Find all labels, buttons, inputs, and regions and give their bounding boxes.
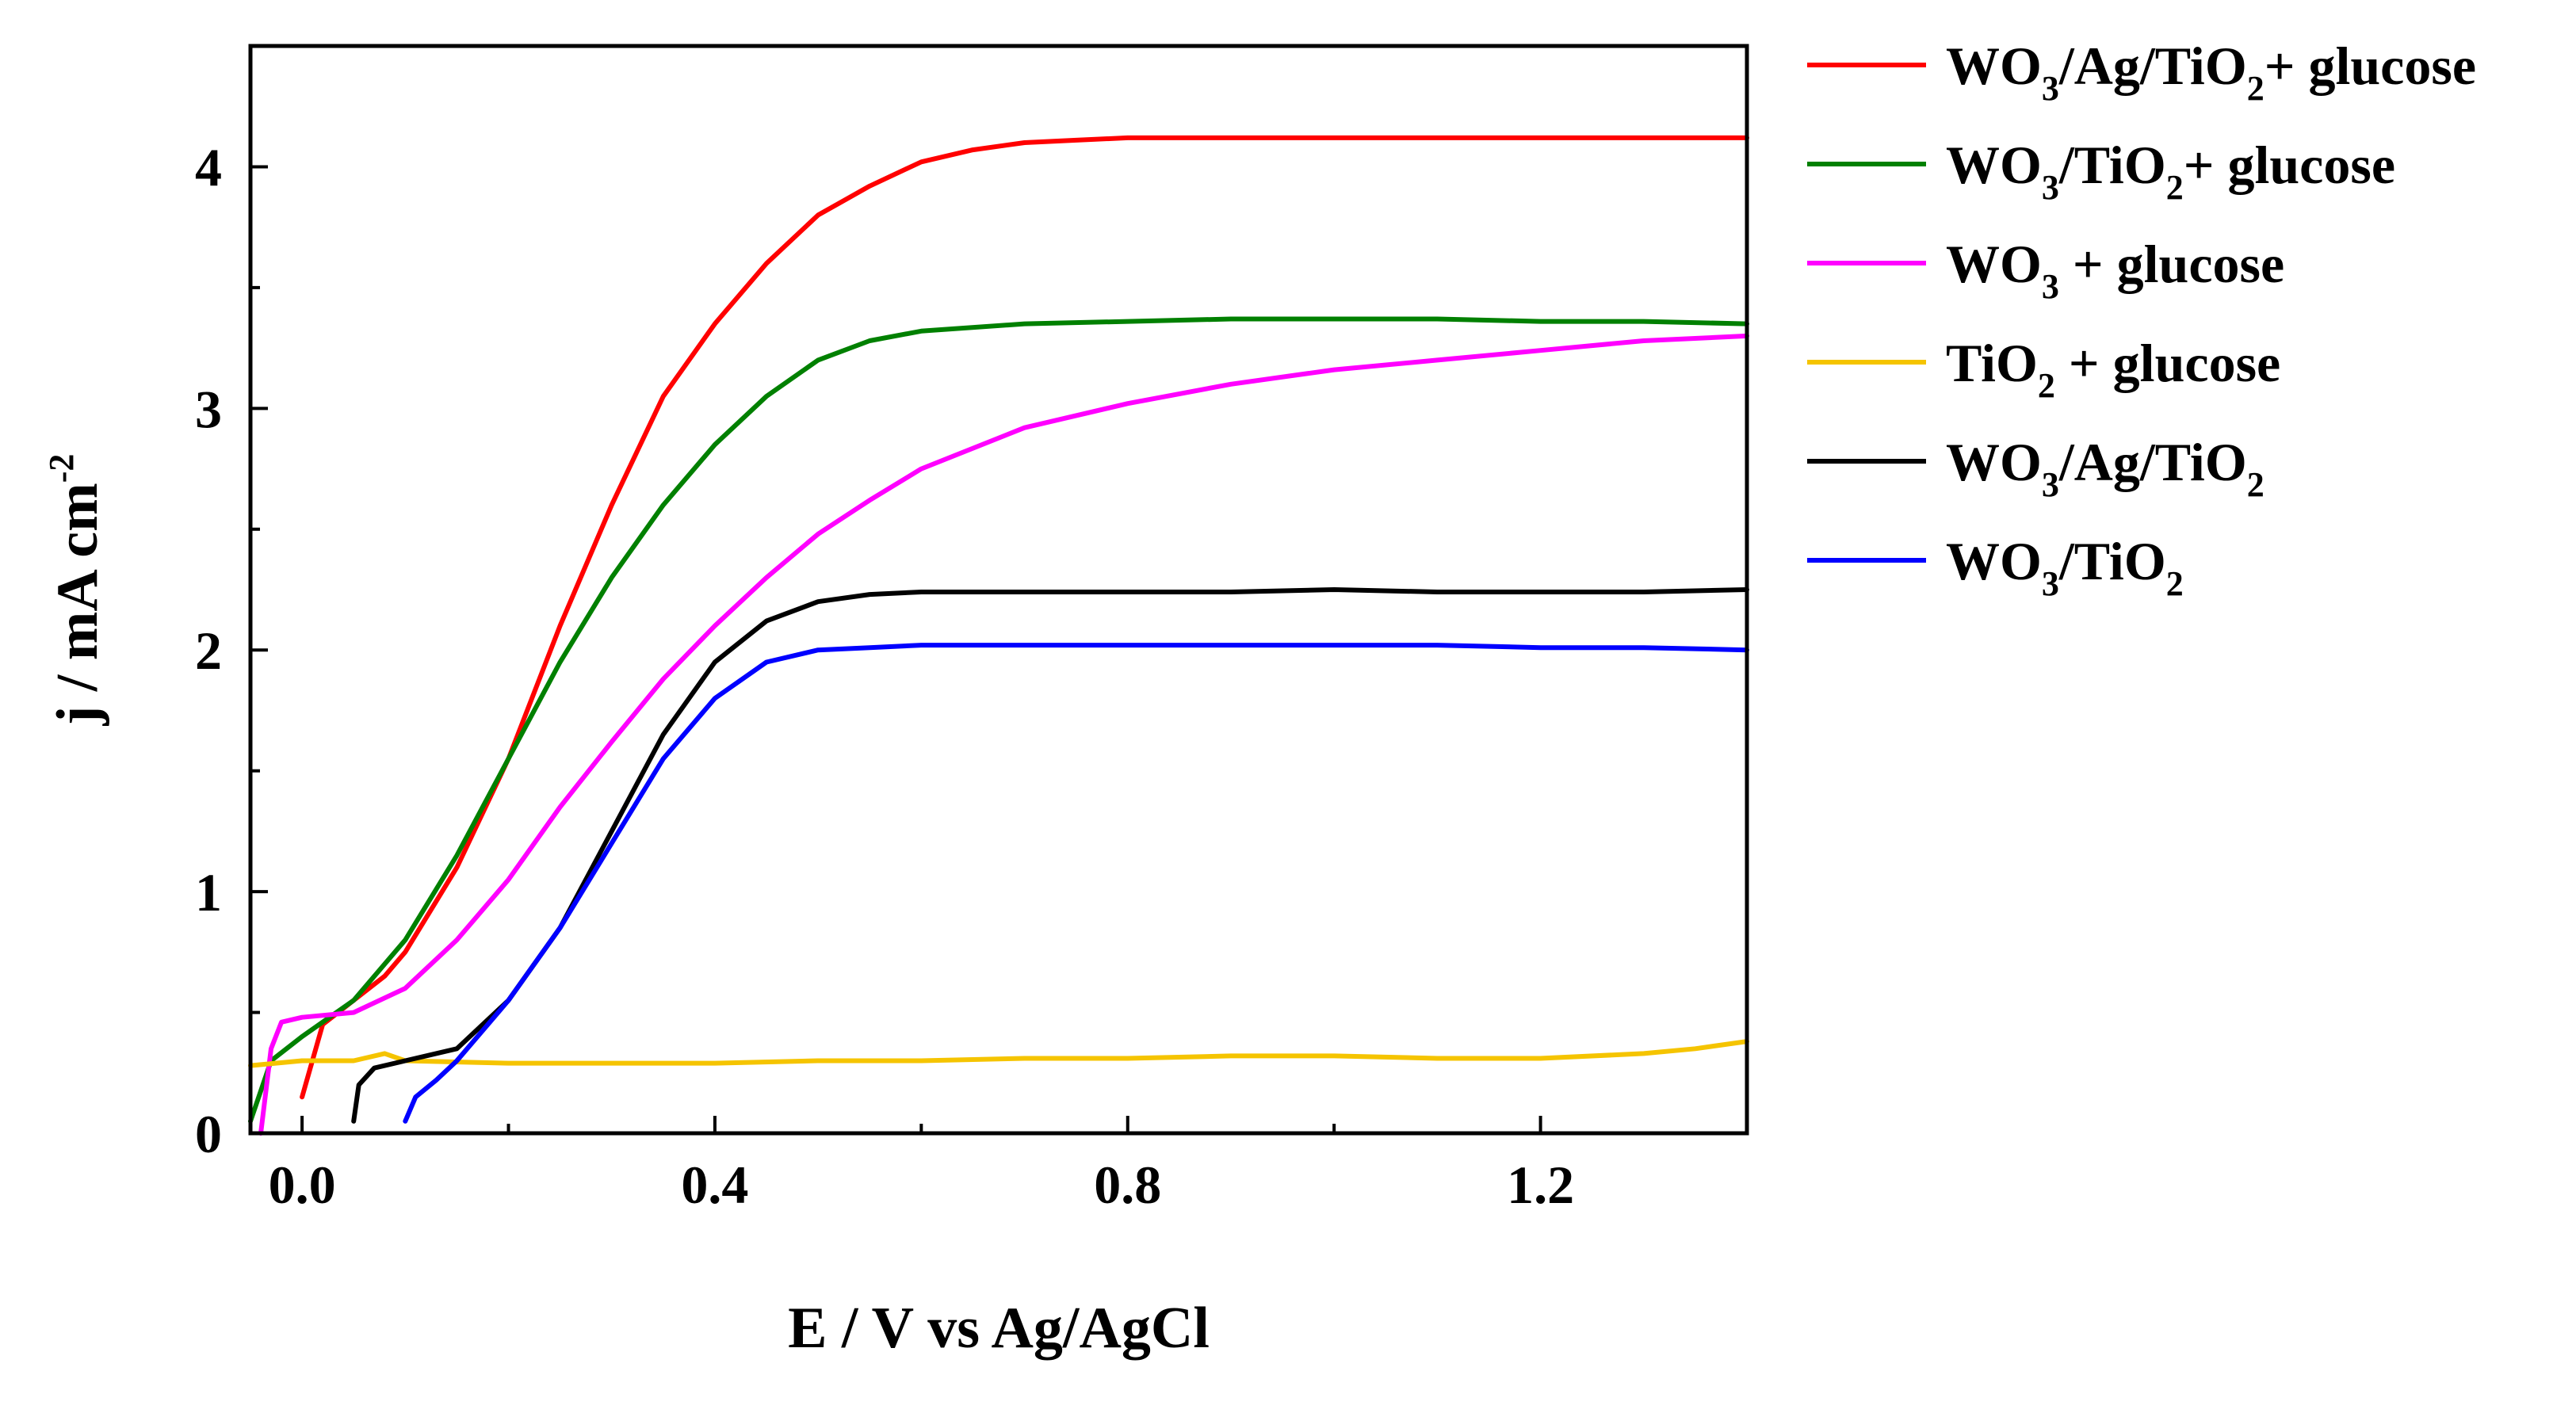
plot-frame: [248, 44, 1749, 1136]
legend-label: TiO2 + glucose: [1946, 333, 2280, 405]
legend: WO3/Ag/TiO2+ glucose WO3/TiO2+ glucose WO3…: [1807, 36, 2476, 603]
series-line-wo3-glucose: [258, 333, 1749, 1136]
legend-label: WO3/TiO2+ glucose: [1946, 135, 2395, 207]
series-line-wo3-ag-tio2: [351, 587, 1749, 1124]
series-layer: [248, 135, 1749, 1136]
y-tick-label: 4: [195, 137, 222, 197]
ticks-layer: 0.0 0.4 0.8 1.2 0 1 2 3 4: [195, 137, 1574, 1215]
legend-item-wo3-glucose: WO3 + glucose: [1807, 234, 2284, 306]
x-tick-label: 0.8: [1094, 1155, 1161, 1215]
legend-item-wo3-tio2-glucose: WO3/TiO2+ glucose: [1807, 135, 2395, 207]
y-tick-label: 2: [195, 621, 222, 681]
y-tick-label: 3: [195, 379, 222, 439]
y-axis-label-main: j / mA cm: [45, 483, 110, 726]
x-tick-label: 0.0: [269, 1155, 336, 1215]
legend-item-wo3-tio2: WO3/TiO2: [1807, 531, 2184, 603]
legend-item-tio2-glucose: TiO2 + glucose: [1807, 333, 2280, 405]
y-axis-label-sup: -2: [42, 454, 81, 483]
x-tick-label: 0.4: [681, 1155, 748, 1215]
series-line-wo3-tio2: [403, 643, 1749, 1124]
legend-item-wo3-ag-tio2: WO3/Ag/TiO2: [1807, 432, 2265, 504]
legend-label: WO3/Ag/TiO2: [1946, 432, 2265, 504]
y-axis-label: j / mA cm-2: [42, 454, 110, 727]
series-line-wo3-ag-tio2-glucose: [300, 135, 1749, 1100]
series-line-wo3-tio2-glucose: [248, 316, 1749, 1124]
y-tick-label: 1: [195, 862, 222, 922]
legend-label: WO3/TiO2: [1946, 531, 2184, 603]
series-line-tio2-glucose: [248, 1039, 1749, 1068]
legend-item-wo3-ag-tio2-glucose: WO3/Ag/TiO2+ glucose: [1807, 36, 2476, 108]
x-axis-label: E / V vs Ag/AgCl: [788, 1296, 1210, 1361]
y-tick-label: 0: [195, 1104, 222, 1164]
legend-label: WO3 + glucose: [1946, 234, 2284, 306]
legend-label: WO3/Ag/TiO2+ glucose: [1946, 36, 2476, 108]
x-tick-label: 1.2: [1507, 1155, 1574, 1215]
